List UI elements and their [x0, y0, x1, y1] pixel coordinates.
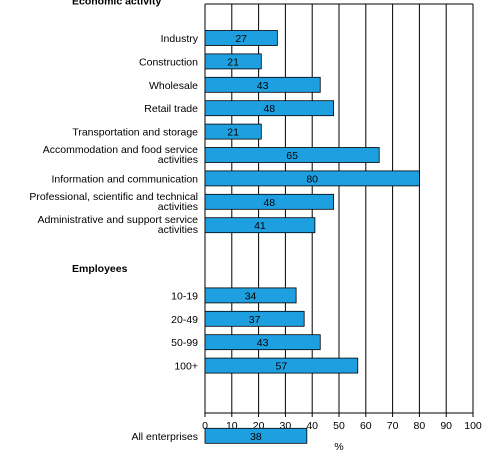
data-label: 48: [263, 103, 275, 115]
category-label: 10-19: [171, 290, 198, 302]
category-label: Industry: [161, 33, 199, 45]
category-label: Administrative and support service activi…: [38, 214, 199, 236]
category-label: Construction: [139, 56, 198, 68]
category-label: 100+: [174, 361, 198, 373]
data-label: 57: [276, 361, 288, 373]
bar: [204, 30, 278, 46]
x-tick-label: 50: [333, 420, 345, 432]
category-label: Retail trade: [144, 103, 198, 115]
bar: [204, 334, 321, 351]
category-label: Accommodation and food service activities: [43, 144, 198, 166]
x-tick-label: 30: [280, 420, 292, 432]
data-label: 37: [249, 314, 261, 326]
x-tick-label: 90: [440, 420, 452, 432]
section-label: Employees: [72, 263, 128, 275]
x-tick-label: 40: [306, 420, 318, 432]
data-label: 43: [257, 337, 269, 349]
bar: [204, 53, 262, 70]
category-label: Professional, scientific and technical ac…: [29, 191, 198, 213]
data-label: 38: [250, 431, 262, 443]
x-tick-label: 0: [202, 420, 208, 432]
category-label: Wholesale: [149, 80, 198, 92]
bar: [204, 217, 316, 234]
bar: [204, 310, 305, 327]
bar: [204, 287, 297, 304]
bar: [204, 427, 308, 444]
bar: [204, 123, 262, 140]
data-label: 41: [254, 220, 266, 232]
category-label: Transportation and storage: [72, 127, 198, 139]
x-tick-label: 70: [387, 420, 399, 432]
data-label: 43: [257, 80, 269, 92]
data-label: 48: [263, 197, 275, 209]
x-tick-label: 100: [464, 420, 482, 432]
data-label: 34: [245, 290, 257, 302]
bar: [204, 357, 359, 374]
data-label: 27: [235, 33, 247, 45]
x-tick-label: 10: [226, 420, 238, 432]
data-label: 80: [306, 173, 318, 185]
category-label: 20-49: [171, 314, 198, 326]
data-label: 21: [227, 56, 239, 68]
bar: [204, 170, 420, 187]
x-tick-label: 20: [253, 420, 265, 432]
bar: [204, 147, 380, 163]
category-label: All enterprises: [131, 431, 198, 443]
bar: [204, 193, 335, 210]
x-axis-title: %: [334, 441, 343, 453]
bar: [204, 76, 321, 93]
data-label: 65: [286, 150, 298, 162]
section-label: Economic activity: [72, 0, 161, 8]
x-tick-label: 60: [360, 420, 372, 432]
data-label: 21: [227, 127, 239, 139]
bar: [204, 100, 335, 117]
x-tick-label: 80: [414, 420, 426, 432]
category-label: Information and communication: [52, 173, 199, 185]
category-label: 50-99: [171, 337, 198, 349]
